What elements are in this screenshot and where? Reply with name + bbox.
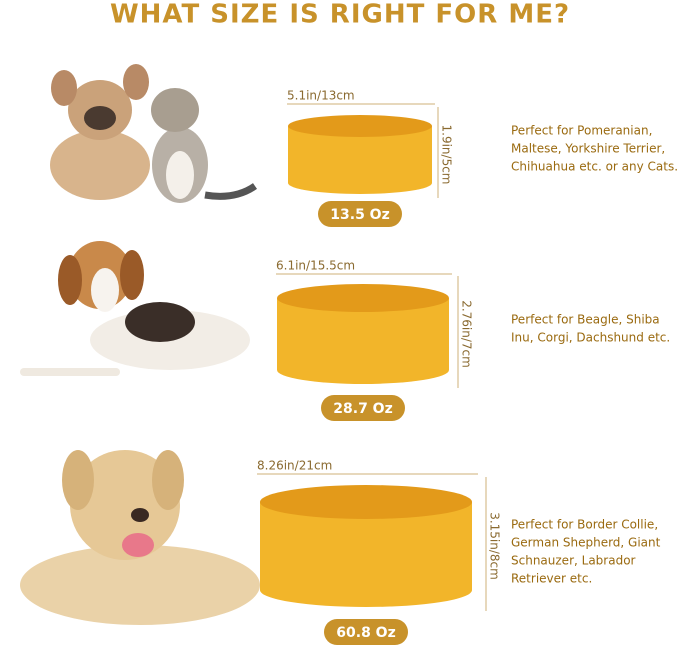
description-line: Chihuahua etc. or any Cats. [511,160,678,174]
description-line: Maltese, Yorkshire Terrier, [511,142,665,156]
capacity-pill [324,619,408,645]
height-label: 2.76in/7cm [460,300,474,368]
capacity-pill [318,201,402,227]
height-label: 1.9in/5cm [440,125,454,185]
description-line: Inu, Corgi, Dachshund etc. [511,331,670,345]
capacity-label: 60.8 Oz [336,625,395,641]
height-label: 3.15in/8cm [488,512,502,580]
bowl-rim [277,284,449,312]
capacity-pill [321,395,405,421]
description-line: Retriever etc. [511,572,592,586]
puppy-and-kitten [50,64,258,203]
bowl-body [260,502,472,607]
width-label: 6.1in/15.5cm [276,259,355,273]
width-label: 8.26in/21cm [257,459,332,473]
description-line: Perfect for Border Collie, [511,518,658,532]
bowl-rim [260,485,472,519]
description-line: Schnauzer, Labrador [511,554,636,568]
title: WHAT SIZE IS RIGHT FOR ME? [110,0,570,30]
bowl-rim [288,115,432,137]
description-line: Perfect for Beagle, Shiba [511,313,660,327]
capacity-label: 28.7 Oz [333,401,392,417]
labrador [20,450,260,625]
beagle [20,241,250,376]
bowl-body [277,298,449,384]
description-line: German Shepherd, Giant [511,536,661,550]
width-label: 5.1in/13cm [287,89,355,103]
size-rows: 5.1in/13cm 1.9in/5cm 13.5 Oz Perfect for Po… [257,89,678,645]
bowl-body [288,126,432,194]
description-line: Perfect for Pomeranian, [511,124,652,138]
capacity-label: 13.5 Oz [330,207,389,223]
